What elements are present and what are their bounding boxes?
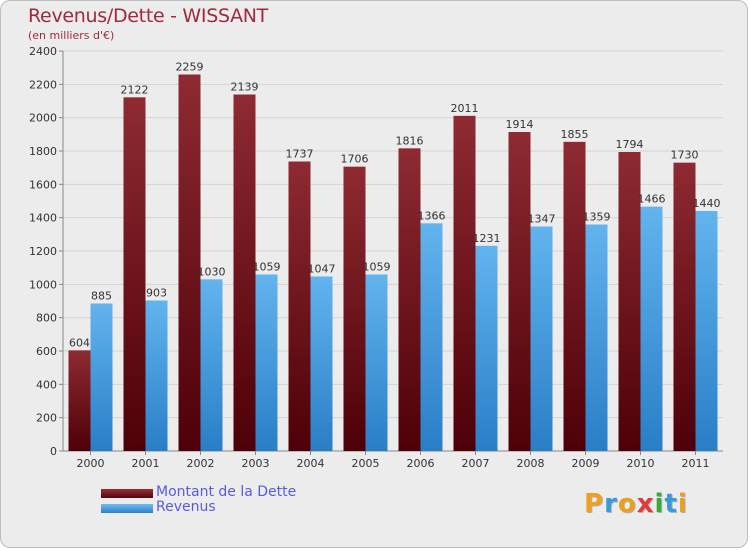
y-tick-label: 200 [36, 412, 57, 425]
x-tick-label: 2003 [242, 457, 270, 470]
x-tick-label: 2011 [682, 457, 710, 470]
y-tick-label: 400 [36, 378, 57, 391]
data-label-dette: 604 [69, 336, 90, 349]
logo-letter: i [654, 489, 665, 519]
logo-letter: x [636, 489, 655, 519]
logo-letter: P [584, 489, 605, 519]
y-tick-label: 2400 [29, 45, 57, 58]
data-label-revenus: 1440 [693, 197, 721, 210]
bar-dette [508, 132, 531, 451]
bar-revenus [640, 206, 663, 451]
x-tick-label: 2007 [462, 457, 490, 470]
data-label-dette: 2011 [451, 102, 479, 115]
legend-label-dette: Montant de la Dette [156, 484, 297, 500]
data-label-revenus: 1030 [198, 265, 226, 278]
data-label-revenus: 1047 [308, 263, 336, 276]
data-label-revenus: 1059 [363, 261, 391, 274]
bar-revenus [420, 223, 443, 451]
chart-title: Revenus/Dette - WISSANT [28, 5, 268, 27]
data-label-revenus: 1466 [638, 193, 666, 206]
legend-swatch-revenus [101, 504, 153, 513]
proxiti-logo: Proxiti [584, 489, 688, 519]
x-tick-label: 2010 [627, 457, 655, 470]
data-label-dette: 1855 [561, 128, 589, 141]
bar-revenus [200, 279, 223, 451]
logo-letter: i [677, 489, 688, 519]
x-tick-label: 2008 [517, 457, 545, 470]
data-label-dette: 1730 [671, 149, 699, 162]
data-label-dette: 1914 [506, 118, 534, 131]
y-tick-label: 0 [50, 445, 57, 458]
x-tick-label: 2002 [187, 457, 215, 470]
data-label-dette: 1706 [341, 153, 369, 166]
logo-letter: t [664, 489, 678, 519]
y-tick-label: 2200 [29, 78, 57, 91]
x-tick-label: 2001 [132, 457, 160, 470]
bar-dette [453, 115, 476, 451]
data-label-revenus: 903 [146, 287, 167, 300]
data-label-dette: 2139 [231, 81, 259, 94]
data-label-dette: 1816 [396, 134, 424, 147]
bar-dette [398, 148, 421, 452]
y-tick-label: 2000 [29, 112, 57, 125]
bar-dette [673, 162, 696, 451]
legend-swatch-dette [101, 489, 153, 498]
y-tick-label: 1000 [29, 278, 57, 291]
x-tick-label: 2000 [77, 457, 105, 470]
data-label-revenus: 1366 [418, 209, 446, 222]
data-label-dette: 1794 [616, 138, 644, 151]
logo-letter: o [617, 489, 637, 519]
logo-letter: r [604, 489, 618, 519]
y-tick-label: 800 [36, 312, 57, 325]
bar-dette [233, 94, 256, 451]
x-tick-label: 2009 [572, 457, 600, 470]
data-label-revenus: 1347 [528, 213, 556, 226]
bar-dette [563, 141, 586, 452]
bar-dette [343, 166, 366, 451]
bar-revenus [255, 274, 278, 451]
y-tick-label: 600 [36, 345, 57, 358]
bar-dette [68, 350, 91, 451]
y-tick-label: 1200 [29, 245, 57, 258]
bar-revenus [475, 245, 498, 451]
bar-dette [288, 161, 311, 451]
y-tick-label: 1800 [29, 145, 57, 158]
bar-revenus [310, 276, 333, 451]
data-label-revenus: 885 [91, 290, 112, 303]
y-tick-label: 1600 [29, 178, 57, 191]
x-tick-label: 2004 [297, 457, 325, 470]
bar-revenus [585, 224, 608, 451]
bar-dette [123, 97, 146, 451]
data-label-revenus: 1059 [253, 261, 281, 274]
bar-revenus [365, 274, 388, 451]
y-tick-label: 1400 [29, 212, 57, 225]
bar-dette [178, 74, 201, 451]
data-label-dette: 2259 [176, 61, 204, 74]
x-tick-label: 2006 [407, 457, 435, 470]
bar-revenus [695, 211, 718, 451]
data-label-revenus: 1231 [473, 232, 501, 245]
data-label-revenus: 1359 [583, 211, 611, 224]
chart-subtitle: (en milliers d'€) [28, 29, 115, 42]
bar-revenus [530, 226, 553, 451]
data-label-dette: 1737 [286, 148, 314, 161]
data-label-dette: 2122 [121, 83, 149, 96]
x-tick-label: 2005 [352, 457, 380, 470]
legend-label-revenus: Revenus [156, 499, 216, 515]
bar-revenus [145, 300, 168, 451]
bar-dette [618, 152, 641, 451]
bar-revenus [90, 303, 113, 451]
